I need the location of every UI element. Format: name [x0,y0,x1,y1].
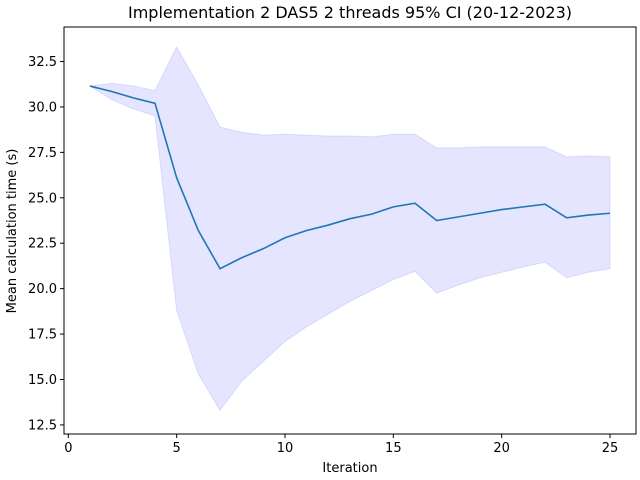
y-tick-label: 32.5 [28,55,57,70]
x-tick-label: 20 [493,441,510,456]
x-tick-label: 25 [602,441,619,456]
x-tick-label: 0 [64,441,72,456]
y-tick-label: 12.5 [28,418,57,433]
x-tick-label: 15 [385,441,402,456]
confidence-band [88,45,611,412]
x-axis-label: Iteration [322,461,377,476]
axes-frame [63,26,637,435]
y-tick-label: 27.5 [28,146,57,161]
series-line [89,85,611,270]
y-tick-label: 15.0 [28,373,57,388]
y-axis-label: Mean calculation time (s) [5,149,20,314]
x-tick-label: 10 [277,441,294,456]
y-tick-label: 20.0 [28,282,57,297]
x-tick-label: 5 [173,441,181,456]
y-tick-label: 17.5 [28,328,57,343]
x-axis: 0 5 10 15 20 25 [64,434,618,456]
chart-title: Implementation 2 DAS5 2 threads 95% CI (… [128,3,572,22]
y-tick-label: 30.0 [28,100,57,115]
y-tick-label: 25.0 [28,191,57,206]
y-tick-label: 22.5 [28,237,57,252]
plot-area [88,45,611,412]
y-axis: 12.5 15.0 17.5 20.0 22.5 25.0 27.5 30.0 32.5 [28,55,64,433]
